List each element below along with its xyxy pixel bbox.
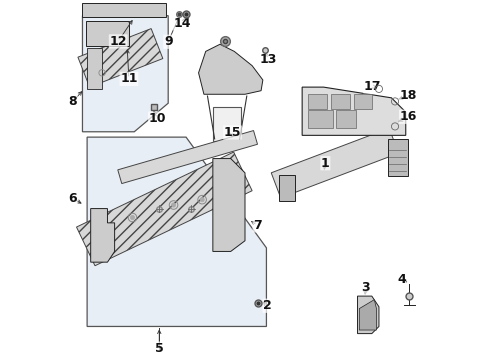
Polygon shape (359, 300, 376, 330)
FancyBboxPatch shape (213, 107, 242, 141)
Circle shape (172, 203, 176, 207)
Text: 3: 3 (362, 282, 370, 294)
Text: 16: 16 (399, 110, 417, 123)
Polygon shape (87, 48, 102, 89)
Polygon shape (82, 16, 168, 132)
Text: 8: 8 (69, 95, 77, 108)
Polygon shape (86, 21, 129, 46)
Bar (308, 111, 333, 128)
Text: 14: 14 (174, 17, 191, 30)
Polygon shape (358, 296, 379, 334)
Text: 1: 1 (321, 157, 330, 170)
Text: 17: 17 (364, 80, 381, 93)
Bar (308, 94, 327, 109)
Polygon shape (78, 28, 163, 87)
Text: 13: 13 (260, 53, 277, 66)
Text: 6: 6 (69, 192, 77, 205)
Bar (336, 111, 356, 128)
Polygon shape (91, 208, 115, 262)
Text: 11: 11 (120, 72, 138, 85)
Bar (331, 94, 350, 109)
Polygon shape (279, 175, 295, 202)
Polygon shape (388, 139, 408, 176)
Polygon shape (302, 87, 406, 135)
Polygon shape (198, 44, 263, 94)
Polygon shape (82, 3, 167, 18)
Polygon shape (87, 137, 267, 327)
Text: 15: 15 (224, 126, 241, 139)
Circle shape (200, 198, 204, 202)
Text: 5: 5 (155, 342, 164, 355)
Polygon shape (271, 128, 398, 198)
Text: 9: 9 (164, 35, 172, 48)
Text: 10: 10 (149, 112, 166, 125)
Circle shape (130, 215, 135, 220)
Text: 7: 7 (253, 219, 262, 232)
Text: 2: 2 (263, 299, 272, 312)
Text: 4: 4 (397, 273, 406, 286)
Text: 12: 12 (109, 35, 127, 48)
Polygon shape (118, 131, 258, 184)
Polygon shape (76, 152, 252, 266)
Text: 18: 18 (399, 89, 417, 102)
Polygon shape (213, 158, 245, 251)
Bar (354, 94, 372, 109)
